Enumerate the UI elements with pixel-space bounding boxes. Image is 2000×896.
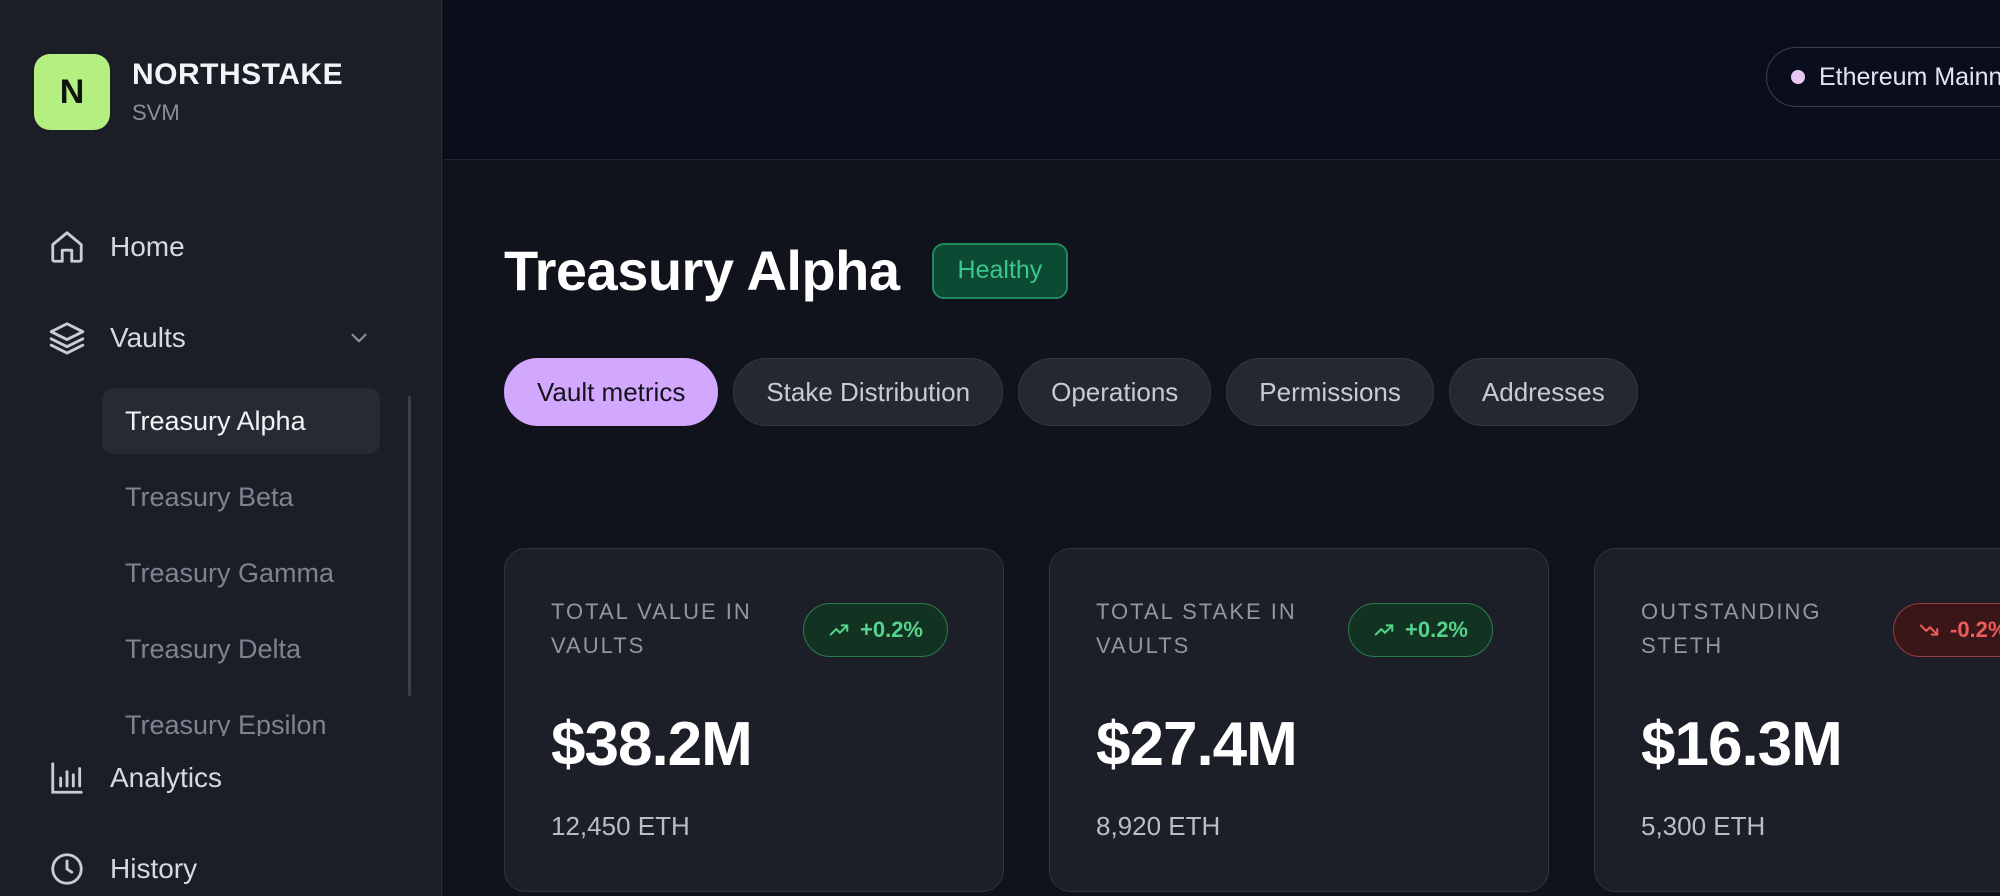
metric-subvalue: 8,920 ETH: [1096, 811, 1221, 841]
tab-vault-metrics[interactable]: Vault metrics: [504, 358, 719, 426]
sidebar: N NORTHSTAKE SVM Home Vaults Treasury Al…: [0, 0, 442, 896]
tab-operations[interactable]: Operations: [1018, 358, 1212, 426]
delta-value: +0.2%: [1405, 617, 1468, 642]
sidebar-item-treasury-gamma[interactable]: Treasury Gamma: [125, 557, 335, 588]
brand[interactable]: N NORTHSTAKE SVM: [34, 54, 343, 130]
tabs: Vault metrics Stake Distribution Operati…: [504, 358, 1653, 426]
brand-subtitle: SVM: [132, 100, 180, 125]
metric-subvalue: 12,450 ETH: [551, 811, 690, 841]
title-row: Treasury Alpha Healthy: [504, 238, 1069, 303]
metric-label: TOTAL VALUE IN VAULTS: [551, 599, 752, 658]
layers-icon: [49, 322, 85, 355]
delta-badge: +0.2%: [1348, 603, 1493, 657]
nav-vaults[interactable]: Vaults: [48, 319, 372, 357]
nav-history-label: History: [110, 853, 198, 884]
metric-label: TOTAL STAKE IN VAULTS: [1096, 599, 1297, 658]
metric-card-outstanding-steth[interactable]: OUTSTANDING STETH -0.2% $16.3M 5,300 ETH: [1594, 548, 2000, 892]
metric-value: $16.3M: [1641, 710, 1843, 779]
chevron-down-icon[interactable]: [346, 325, 372, 351]
tab-addresses[interactable]: Addresses: [1448, 358, 1638, 426]
nav-home[interactable]: Home: [48, 228, 185, 266]
metric-card-total-stake[interactable]: TOTAL STAKE IN VAULTS +0.2% $27.4M 8,920…: [1049, 548, 1549, 892]
main-content: Treasury Alpha Healthy Vault metrics Sta…: [443, 160, 2000, 896]
tab-permissions[interactable]: Permissions: [1226, 358, 1434, 426]
brand-name: NORTHSTAKE: [132, 58, 344, 91]
nav-history[interactable]: History: [48, 850, 197, 888]
trend-up-icon: [1374, 624, 1394, 636]
nav-analytics[interactable]: Analytics: [48, 759, 222, 797]
topbar: Ethereum Mainnet: [443, 0, 2000, 160]
bar-chart-icon: [51, 762, 83, 794]
metric-subvalue: 5,300 ETH: [1641, 811, 1766, 841]
sidebar-item-treasury-epsilon[interactable]: Treasury Epsilon: [125, 709, 327, 737]
nav-home-label: Home: [110, 231, 185, 262]
trend-down-icon: [1919, 624, 1939, 636]
vaults-submenu: Treasury Alpha Treasury Beta Treasury Ga…: [102, 388, 412, 736]
network-label: Ethereum Mainnet: [1819, 62, 2000, 91]
page-title: Treasury Alpha: [504, 239, 900, 302]
home-icon: [51, 231, 83, 263]
sidebar-item-treasury-delta[interactable]: Treasury Delta: [125, 633, 302, 664]
network-status-dot: [1791, 70, 1805, 84]
metric-value: $27.4M: [1096, 710, 1298, 779]
metric-value: $38.2M: [551, 710, 753, 779]
status-badge: Healthy: [931, 242, 1069, 299]
nav-vaults-label: Vaults: [110, 322, 186, 353]
tab-stake-distribution[interactable]: Stake Distribution: [733, 358, 1004, 426]
delta-badge: +0.2%: [803, 603, 948, 657]
clock-icon: [51, 853, 83, 885]
sidebar-item-treasury-alpha[interactable]: Treasury Alpha: [102, 388, 380, 454]
delta-badge: -0.2%: [1893, 603, 2000, 657]
submenu-scrollbar[interactable]: [408, 396, 411, 696]
brand-text: NORTHSTAKE SVM: [132, 58, 343, 126]
delta-value: +0.2%: [860, 617, 923, 642]
metric-label: OUTSTANDING STETH: [1641, 599, 1822, 658]
brand-logo: N: [34, 54, 110, 130]
sidebar-item-treasury-beta[interactable]: Treasury Beta: [125, 481, 294, 512]
network-selector[interactable]: Ethereum Mainnet: [1766, 47, 2000, 107]
metric-card-total-value[interactable]: TOTAL VALUE IN VAULTS +0.2% $38.2M 12,45…: [504, 548, 1004, 892]
nav-analytics-label: Analytics: [110, 762, 223, 793]
delta-value: -0.2%: [1950, 617, 2000, 642]
trend-up-icon: [829, 624, 849, 636]
